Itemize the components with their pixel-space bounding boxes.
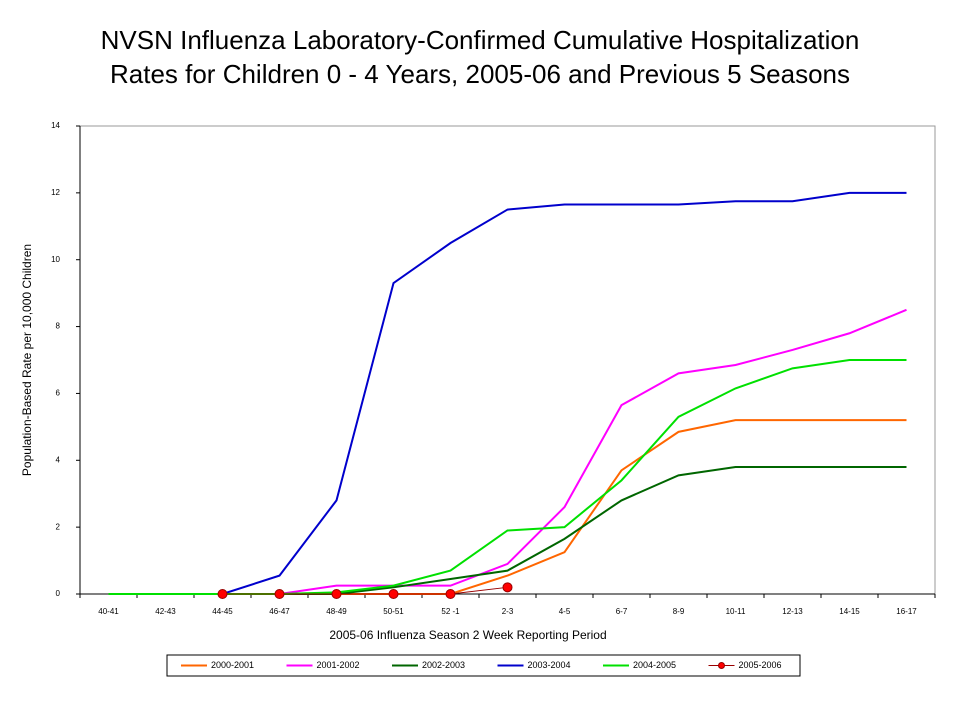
series-marker: [445, 589, 456, 599]
legend-label: 2005-2006: [739, 660, 782, 670]
x-tick-label: 4-5: [559, 607, 571, 616]
x-tick-label: 48-49: [326, 607, 347, 616]
series-marker: [274, 589, 285, 599]
series-line: [108, 359, 907, 595]
series-marker: [502, 582, 513, 593]
legend-box: [166, 654, 801, 677]
chart-title: Rates for Children 0 - 4 Years, 2005-06 …: [110, 59, 850, 89]
chart-title: NVSN Influenza Laboratory-Confirmed Cumu…: [101, 25, 860, 55]
series-line: [222, 586, 508, 595]
legend-label: 2004-2005: [633, 660, 676, 670]
series-marker: [388, 589, 399, 599]
y-tick-label: 14: [51, 121, 60, 130]
legend-marker: [718, 662, 725, 669]
x-tick-label: 10-11: [726, 607, 746, 616]
x-tick-label: 14-15: [839, 607, 860, 616]
x-tick-label: 2-3: [502, 607, 514, 616]
y-tick-label: 2: [56, 522, 61, 531]
x-tick-label: 46-47: [269, 607, 290, 616]
x-axis-label: 2005-06 Influenza Season 2 Week Reportin…: [329, 628, 606, 642]
x-tick-label: 6-7: [616, 607, 628, 616]
y-tick-label: 10: [51, 255, 60, 264]
x-tick-label: 40-41: [98, 607, 119, 616]
legend-label: 2001-2002: [317, 660, 360, 670]
y-tick-label: 8: [56, 322, 61, 331]
x-tick-label: 44-45: [212, 607, 233, 616]
y-tick-label: 12: [51, 188, 60, 197]
x-tick-label: 42-43: [155, 607, 176, 616]
x-tick-label: 16-17: [896, 607, 917, 616]
legend-label: 2002-2003: [422, 660, 465, 670]
series-marker: [331, 589, 342, 599]
y-axis-label: Population-Based Rate per 10,000 Childre…: [20, 244, 34, 476]
legend-label: 2003-2004: [528, 660, 571, 670]
series-line: [108, 308, 907, 595]
series-line: [108, 419, 907, 595]
y-tick-label: 0: [56, 589, 61, 598]
y-tick-label: 6: [56, 389, 61, 398]
x-tick-label: 52 -1: [441, 607, 460, 616]
x-tick-label: 12-13: [782, 607, 803, 616]
series-line: [108, 191, 907, 595]
legend-label: 2000-2001: [211, 660, 254, 670]
plot-area: [79, 125, 936, 595]
x-tick-label: 8-9: [673, 607, 685, 616]
y-tick-label: 4: [56, 455, 61, 464]
series-marker: [217, 589, 228, 599]
x-tick-label: 50-51: [383, 607, 404, 616]
